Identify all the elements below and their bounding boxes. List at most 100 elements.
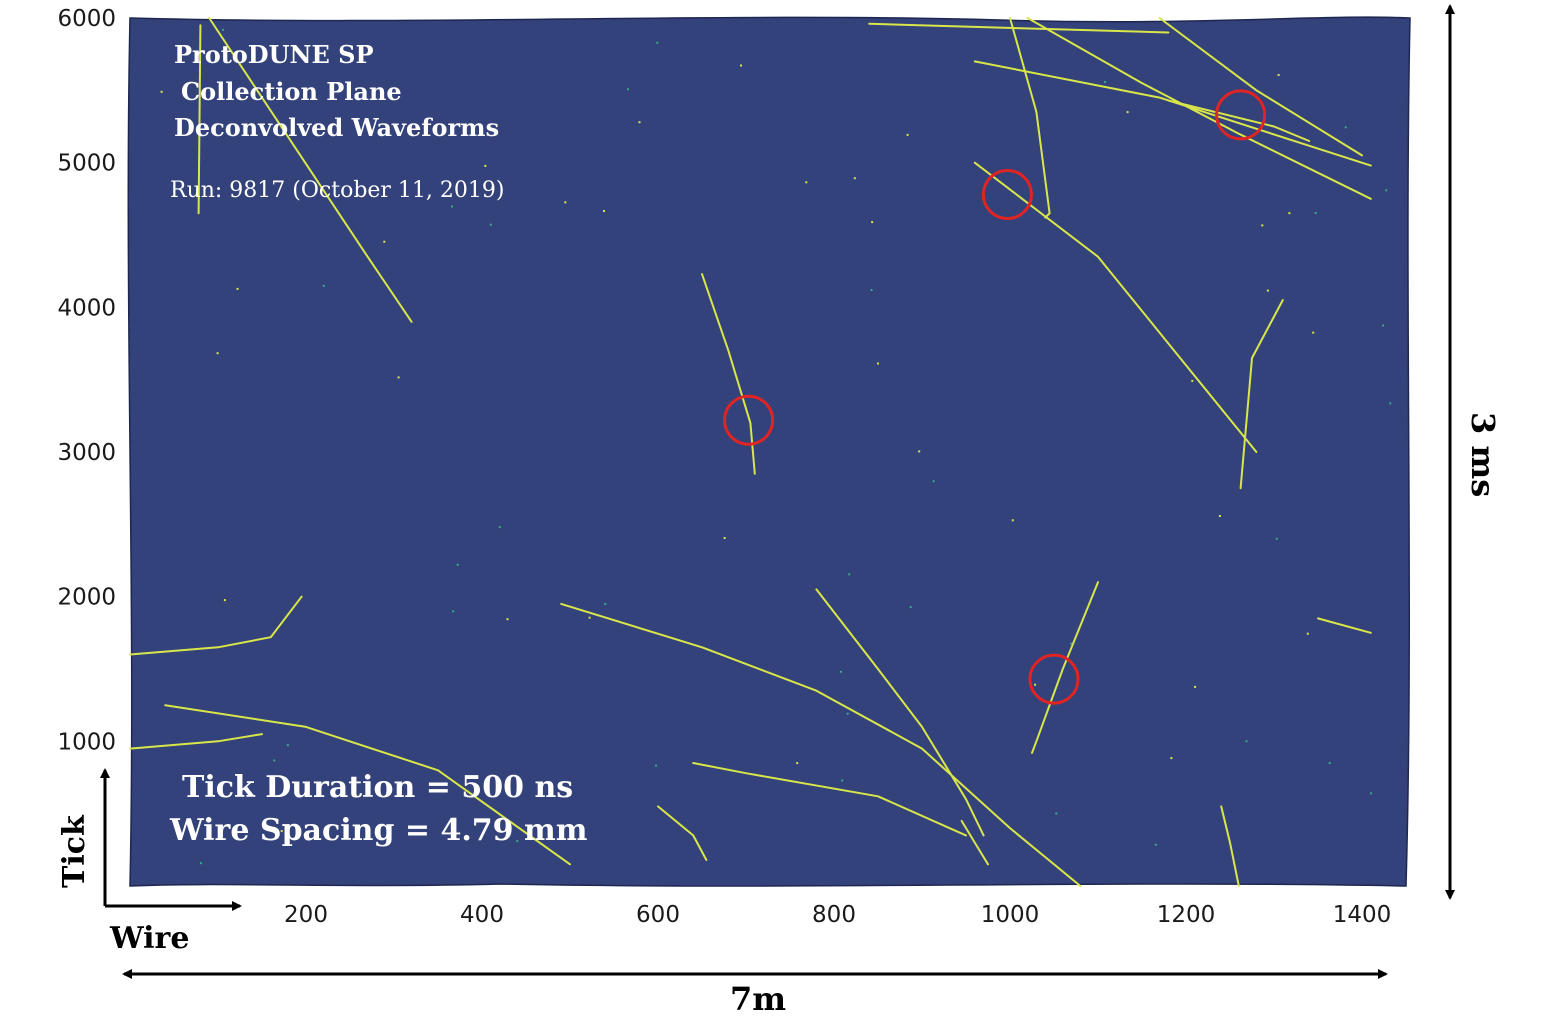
speckle (871, 221, 874, 224)
track-3 (868, 22, 1170, 34)
speckle (383, 240, 386, 243)
speckle (1170, 757, 1173, 760)
speckle (216, 352, 219, 355)
overlay-wire-spacing: Wire Spacing = 4.79 mm (169, 813, 588, 848)
y-tick-label: 3000 (57, 440, 116, 466)
speckle (397, 376, 400, 379)
width-dimension-label: 7m (730, 980, 786, 1018)
speckle (1389, 402, 1392, 405)
speckle (588, 616, 591, 619)
y-axis-ticks: 6000 5000 4000 3000 2000 1000 (57, 6, 116, 755)
track-6 (1009, 17, 1051, 219)
x-tick-label: 800 (812, 902, 856, 928)
track-11 (701, 273, 756, 475)
signal-speckles (160, 28, 1392, 865)
speckle (603, 210, 605, 212)
track-18 (692, 762, 967, 837)
x-axis-label: Wire (109, 921, 189, 956)
speckle (456, 563, 459, 566)
speckle (1034, 683, 1037, 686)
speckle (199, 862, 202, 865)
speckle (489, 223, 492, 226)
speckle (740, 64, 742, 67)
speckle (451, 205, 453, 208)
speckle (1275, 537, 1278, 540)
speckle (655, 764, 657, 767)
speckle (723, 537, 726, 539)
speckle (1328, 762, 1331, 764)
track-12 (129, 595, 303, 656)
speckle (273, 759, 276, 762)
speckle (805, 181, 808, 184)
track-20 (657, 805, 708, 861)
speckle (870, 289, 873, 291)
track-13 (560, 602, 1082, 887)
speckle (1126, 111, 1129, 114)
speckle (1261, 224, 1264, 227)
speckle (1312, 331, 1315, 334)
highlight-circle-3 (723, 394, 775, 446)
track-2 (197, 24, 202, 215)
speckle (1288, 212, 1291, 215)
track-19 (1220, 805, 1240, 887)
speckle (516, 840, 519, 843)
speckle (1104, 81, 1107, 83)
x-tick-label: 600 (636, 902, 680, 928)
speckle (280, 830, 283, 833)
speckle (1055, 812, 1058, 815)
track-22 (960, 819, 989, 866)
speckle (1385, 189, 1388, 192)
speckle (1306, 632, 1309, 635)
speckle (222, 28, 225, 31)
overlay-tick-duration: Tick Duration = 500 ns (182, 770, 573, 805)
speckle (841, 779, 844, 782)
speckle (1245, 740, 1248, 743)
overlay-title-line1: ProtoDUNE SP (174, 40, 374, 69)
speckle (286, 744, 289, 747)
speckle (1218, 515, 1221, 517)
panel-background (127, 16, 1411, 887)
track-10 (1239, 299, 1284, 490)
speckle (638, 121, 641, 124)
x-tick-label: 1400 (1333, 902, 1392, 928)
track-5 (973, 60, 1372, 167)
speckle (1070, 642, 1073, 645)
highlight-circle-4 (1028, 653, 1080, 705)
overlay-title-line2: Collection Plane (181, 77, 402, 106)
speckle (1011, 519, 1014, 522)
speckle (236, 287, 239, 290)
event-display-panel (127, 16, 1411, 887)
track-14 (815, 588, 985, 837)
speckle (1191, 379, 1194, 382)
speckle (322, 284, 325, 287)
overlay-run-info: Run: 9817 (October 11, 2019) (170, 178, 504, 203)
speckle (656, 41, 659, 44)
speckle (1194, 685, 1197, 688)
track-9 (1167, 99, 1311, 142)
speckle (484, 164, 487, 167)
speckle (906, 133, 909, 136)
speckle (452, 610, 455, 613)
y-tick-label: 5000 (57, 151, 116, 177)
highlight-circles (723, 89, 1267, 705)
height-dimension-label: 3 ms (1464, 412, 1502, 497)
x-tick-label: 400 (460, 902, 504, 928)
track-8 (1158, 17, 1363, 157)
speckle (846, 712, 849, 715)
track-7 (973, 161, 1258, 453)
overlay-title-line3: Deconvolved Waveforms (174, 113, 499, 142)
highlight-circle-2 (981, 169, 1033, 220)
track-15 (1031, 581, 1099, 754)
speckle (1370, 792, 1373, 795)
speckle (932, 480, 935, 483)
speckle (840, 670, 842, 673)
track-21 (1317, 617, 1372, 634)
speckle (223, 599, 226, 602)
speckle (848, 573, 851, 576)
x-tick-label: 200 (284, 902, 328, 928)
speckle (1344, 126, 1347, 129)
speckle (1277, 74, 1280, 76)
speckle (564, 201, 567, 204)
y-tick-label: 4000 (57, 295, 116, 321)
